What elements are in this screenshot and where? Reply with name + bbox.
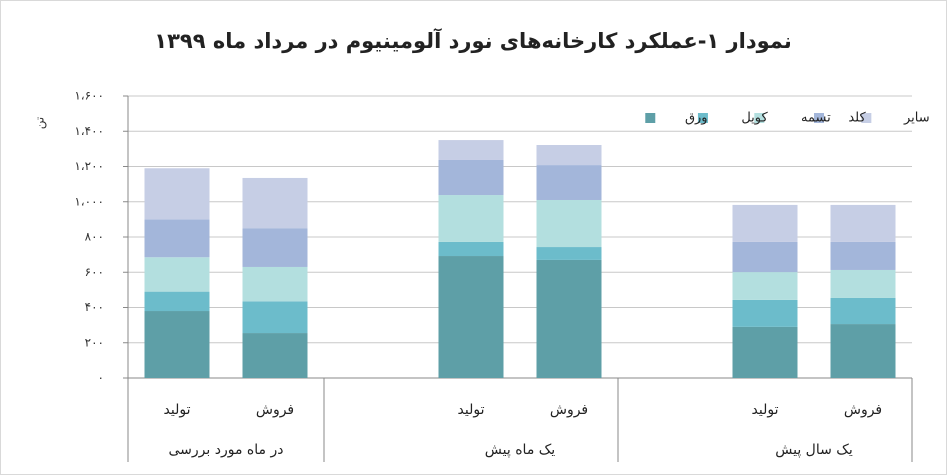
bar-segment — [732, 326, 798, 378]
y-axis-label: تن — [33, 117, 48, 129]
y-tick-label: ۱،۲۰۰ — [74, 159, 104, 173]
bar-segment — [732, 204, 798, 242]
bar-segment — [536, 144, 602, 166]
legend-label: ورق — [685, 111, 708, 126]
legend-label: سایر — [903, 111, 930, 126]
bar-segment — [438, 241, 504, 257]
x-tick-label: فروش — [844, 402, 882, 418]
legend-swatch — [754, 113, 765, 123]
bar-segment — [144, 219, 210, 258]
bar-segment — [242, 228, 308, 267]
chart-title: نمودار ۱-عملکرد کارخانه‌های نورد آلومینی… — [154, 28, 792, 53]
bar-segment — [242, 333, 308, 378]
bar-segment — [830, 241, 896, 270]
bar-segment — [536, 199, 602, 248]
bar-segment — [438, 195, 504, 242]
legend-label: کویل — [741, 111, 768, 126]
y-tick-label: ۱،۴۰۰ — [74, 124, 104, 138]
x-tick-label: تولید — [164, 402, 191, 418]
bar-segment — [242, 266, 308, 302]
bar-segment — [438, 140, 504, 160]
x-tick-label: تولید — [752, 402, 779, 418]
legend-swatch — [814, 113, 825, 123]
bar-segment — [438, 159, 504, 196]
bar-segment — [144, 168, 210, 220]
bar-segment — [536, 165, 602, 200]
legend-label: کلد — [848, 111, 866, 126]
y-tick-label: ۲۰۰ — [85, 335, 104, 349]
bar-segment — [830, 269, 896, 298]
y-tick-label: ۰ — [98, 371, 104, 385]
y-tick-label: ۶۰۰ — [85, 265, 104, 279]
legend-swatch — [697, 113, 708, 123]
group-label: در ماه مورد بررسی — [169, 442, 284, 458]
bar-segment — [732, 299, 798, 327]
bar-segment — [242, 301, 308, 334]
bar-segment — [144, 257, 210, 292]
legend-label: تسمه — [801, 111, 831, 126]
bar-segment — [830, 204, 896, 242]
legend-swatch — [645, 113, 656, 123]
group-label: یک سال پیش — [775, 442, 853, 458]
y-tick-label: ۱،۶۰۰ — [74, 89, 104, 103]
group-label: یک ماه پیش — [485, 442, 556, 458]
bar-segment — [732, 241, 798, 273]
y-tick-label: ۱،۰۰۰ — [74, 194, 104, 208]
bar-segment — [144, 311, 210, 378]
bar-segment — [536, 247, 602, 260]
x-tick-label: تولید — [458, 402, 485, 418]
y-tick-label: ۴۰۰ — [85, 300, 104, 314]
y-tick-label: ۸۰۰ — [85, 230, 104, 244]
x-tick-label: فروش — [550, 402, 588, 418]
legend-swatch — [861, 113, 872, 123]
bar-segment — [830, 324, 896, 378]
bar-segment — [438, 256, 504, 378]
bar-segment — [536, 259, 602, 378]
bar-segment — [242, 177, 308, 229]
x-tick-label: فروش — [256, 402, 294, 418]
bar-segment — [830, 297, 896, 325]
bar-segment — [144, 291, 210, 312]
bar-segment — [732, 272, 798, 300]
